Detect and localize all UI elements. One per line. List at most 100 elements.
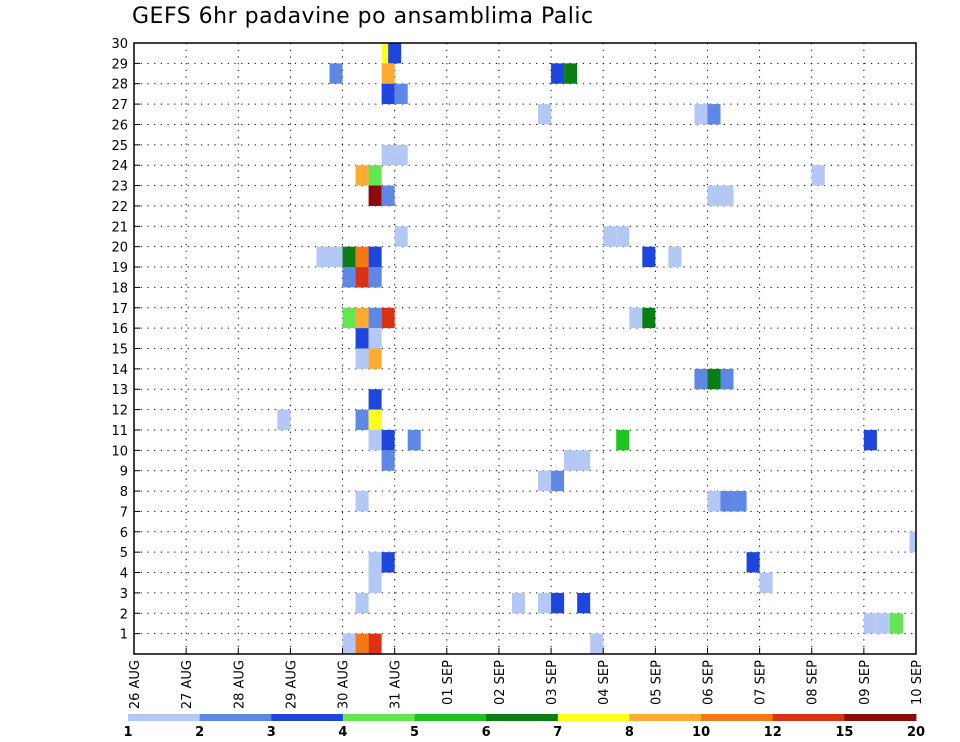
heatmap-cell	[355, 592, 369, 614]
colorbar-label: 12	[764, 725, 782, 740]
colorbar-label: 15	[835, 725, 853, 740]
y-tick-label: 11	[111, 424, 128, 439]
plot-frame	[133, 42, 917, 655]
heatmap-cell	[394, 144, 408, 166]
colorbar-swatch	[557, 714, 630, 721]
heatmap-cell	[394, 226, 408, 247]
heatmap-cell	[368, 267, 382, 288]
heatmap-cell	[381, 83, 395, 105]
heatmap-cell	[694, 368, 708, 390]
heatmap-cell	[329, 246, 343, 268]
y-tick-label: 14	[111, 363, 128, 378]
heatmap-cell	[733, 491, 747, 512]
heatmap-cell	[720, 368, 734, 390]
heatmap-cell	[694, 104, 708, 125]
heatmap-cell	[407, 429, 421, 451]
heatmap-cell	[538, 104, 552, 125]
colorbar-label: 5	[410, 725, 419, 740]
colorbar-label: 6	[482, 725, 491, 740]
y-tick-label: 2	[120, 607, 128, 622]
heatmap-cell	[355, 328, 369, 349]
heatmap-cell	[381, 307, 395, 329]
colorbar-swatch	[701, 714, 774, 721]
heatmap-cell	[368, 165, 382, 186]
heatmap-cell	[368, 389, 382, 410]
y-tick-label: 30	[111, 37, 128, 52]
heatmap-cell	[629, 307, 643, 329]
colorbar: 1 2 3 4 5 6 7 8 10 12 15 20	[123, 714, 925, 740]
colorbar-swatch	[772, 714, 845, 721]
heatmap-cell	[746, 552, 760, 573]
y-tick-label: 27	[111, 98, 128, 113]
x-tick-label: 10 SEP	[910, 660, 925, 705]
colorbar-label: 2	[195, 725, 204, 740]
colorbar-label: 3	[267, 725, 276, 740]
heatmap-cell	[368, 572, 382, 593]
heatmap-cell	[381, 429, 395, 451]
y-tick-label: 1	[120, 628, 128, 643]
heatmap-cell	[538, 592, 552, 614]
colorbar-swatch	[844, 714, 917, 721]
heatmap-cell	[342, 246, 356, 268]
x-tick-label: 31 AUG	[389, 660, 404, 709]
y-tick-label: 17	[111, 302, 128, 317]
heatmap-cell	[863, 429, 877, 451]
heatmap-cell	[577, 592, 591, 614]
heatmap-cell	[355, 165, 369, 186]
x-tick-label: 30 AUG	[337, 660, 352, 709]
y-tick-label: 4	[120, 567, 128, 582]
heatmap-cell	[342, 307, 356, 329]
x-tick-label: 04 SEP	[597, 660, 612, 705]
heatmap-cell	[368, 328, 382, 349]
x-axis: 26 AUG 27 AUG 28 AUG 29 AUG 30 AUG 31 AUG 01 S…	[128, 648, 925, 709]
y-tick-label: 25	[111, 139, 128, 154]
heatmap-cell	[642, 246, 656, 268]
heatmap-cell	[577, 450, 591, 471]
y-tick-label: 21	[111, 220, 128, 235]
colorbar-swatch	[342, 714, 415, 721]
y-tick-label: 20	[111, 241, 128, 256]
heatmap-cell	[381, 185, 395, 206]
heatmap-cell	[551, 592, 565, 614]
colorbar-label: 10	[692, 725, 710, 740]
heatmap-cell	[316, 246, 330, 268]
heatmap-cell	[381, 450, 395, 471]
y-tick-label: 6	[120, 526, 128, 541]
y-tick-label: 18	[111, 281, 128, 296]
y-tick-label: 7	[120, 505, 128, 520]
heatmap-cell	[355, 246, 369, 268]
y-tick-label: 19	[111, 261, 128, 276]
y-tick-label: 13	[111, 383, 128, 398]
heatmap-cell	[368, 552, 382, 573]
x-tick-label: 03 SEP	[545, 660, 560, 705]
x-tick-label: 06 SEP	[701, 660, 716, 705]
colorbar-label: 8	[625, 725, 634, 740]
x-tick-label: 05 SEP	[649, 660, 664, 705]
heatmap-cell	[355, 491, 369, 512]
y-tick-label: 3	[120, 587, 128, 602]
heatmap-cell	[642, 307, 656, 329]
heatmap-cell	[720, 185, 734, 206]
heatmap-cell	[564, 63, 578, 84]
chart-title: GEFS 6hr padavine po ansamblima Palic	[132, 4, 594, 29]
x-tick-label: 27 AUG	[180, 660, 195, 709]
colorbar-label: 4	[338, 725, 347, 740]
heatmap-cell	[889, 613, 903, 634]
x-tick-label: 02 SEP	[493, 660, 508, 705]
heatmap-cell	[355, 633, 369, 654]
heatmap-cell	[707, 185, 721, 206]
heatmap-cell	[394, 83, 408, 105]
y-tick-label: 22	[111, 200, 128, 215]
grid-lines	[134, 43, 916, 654]
heatmap-cell	[909, 531, 916, 553]
colorbar-swatch	[199, 714, 272, 721]
heatmap-cell	[368, 246, 382, 268]
x-tick-label: 08 SEP	[806, 660, 821, 705]
heatmap-cell	[368, 348, 382, 369]
heatmap-cell	[329, 63, 343, 84]
y-tick-label: 5	[120, 546, 128, 561]
heatmap-cell	[355, 348, 369, 369]
colorbar-swatch	[486, 714, 559, 721]
colorbar-swatch	[414, 714, 487, 721]
